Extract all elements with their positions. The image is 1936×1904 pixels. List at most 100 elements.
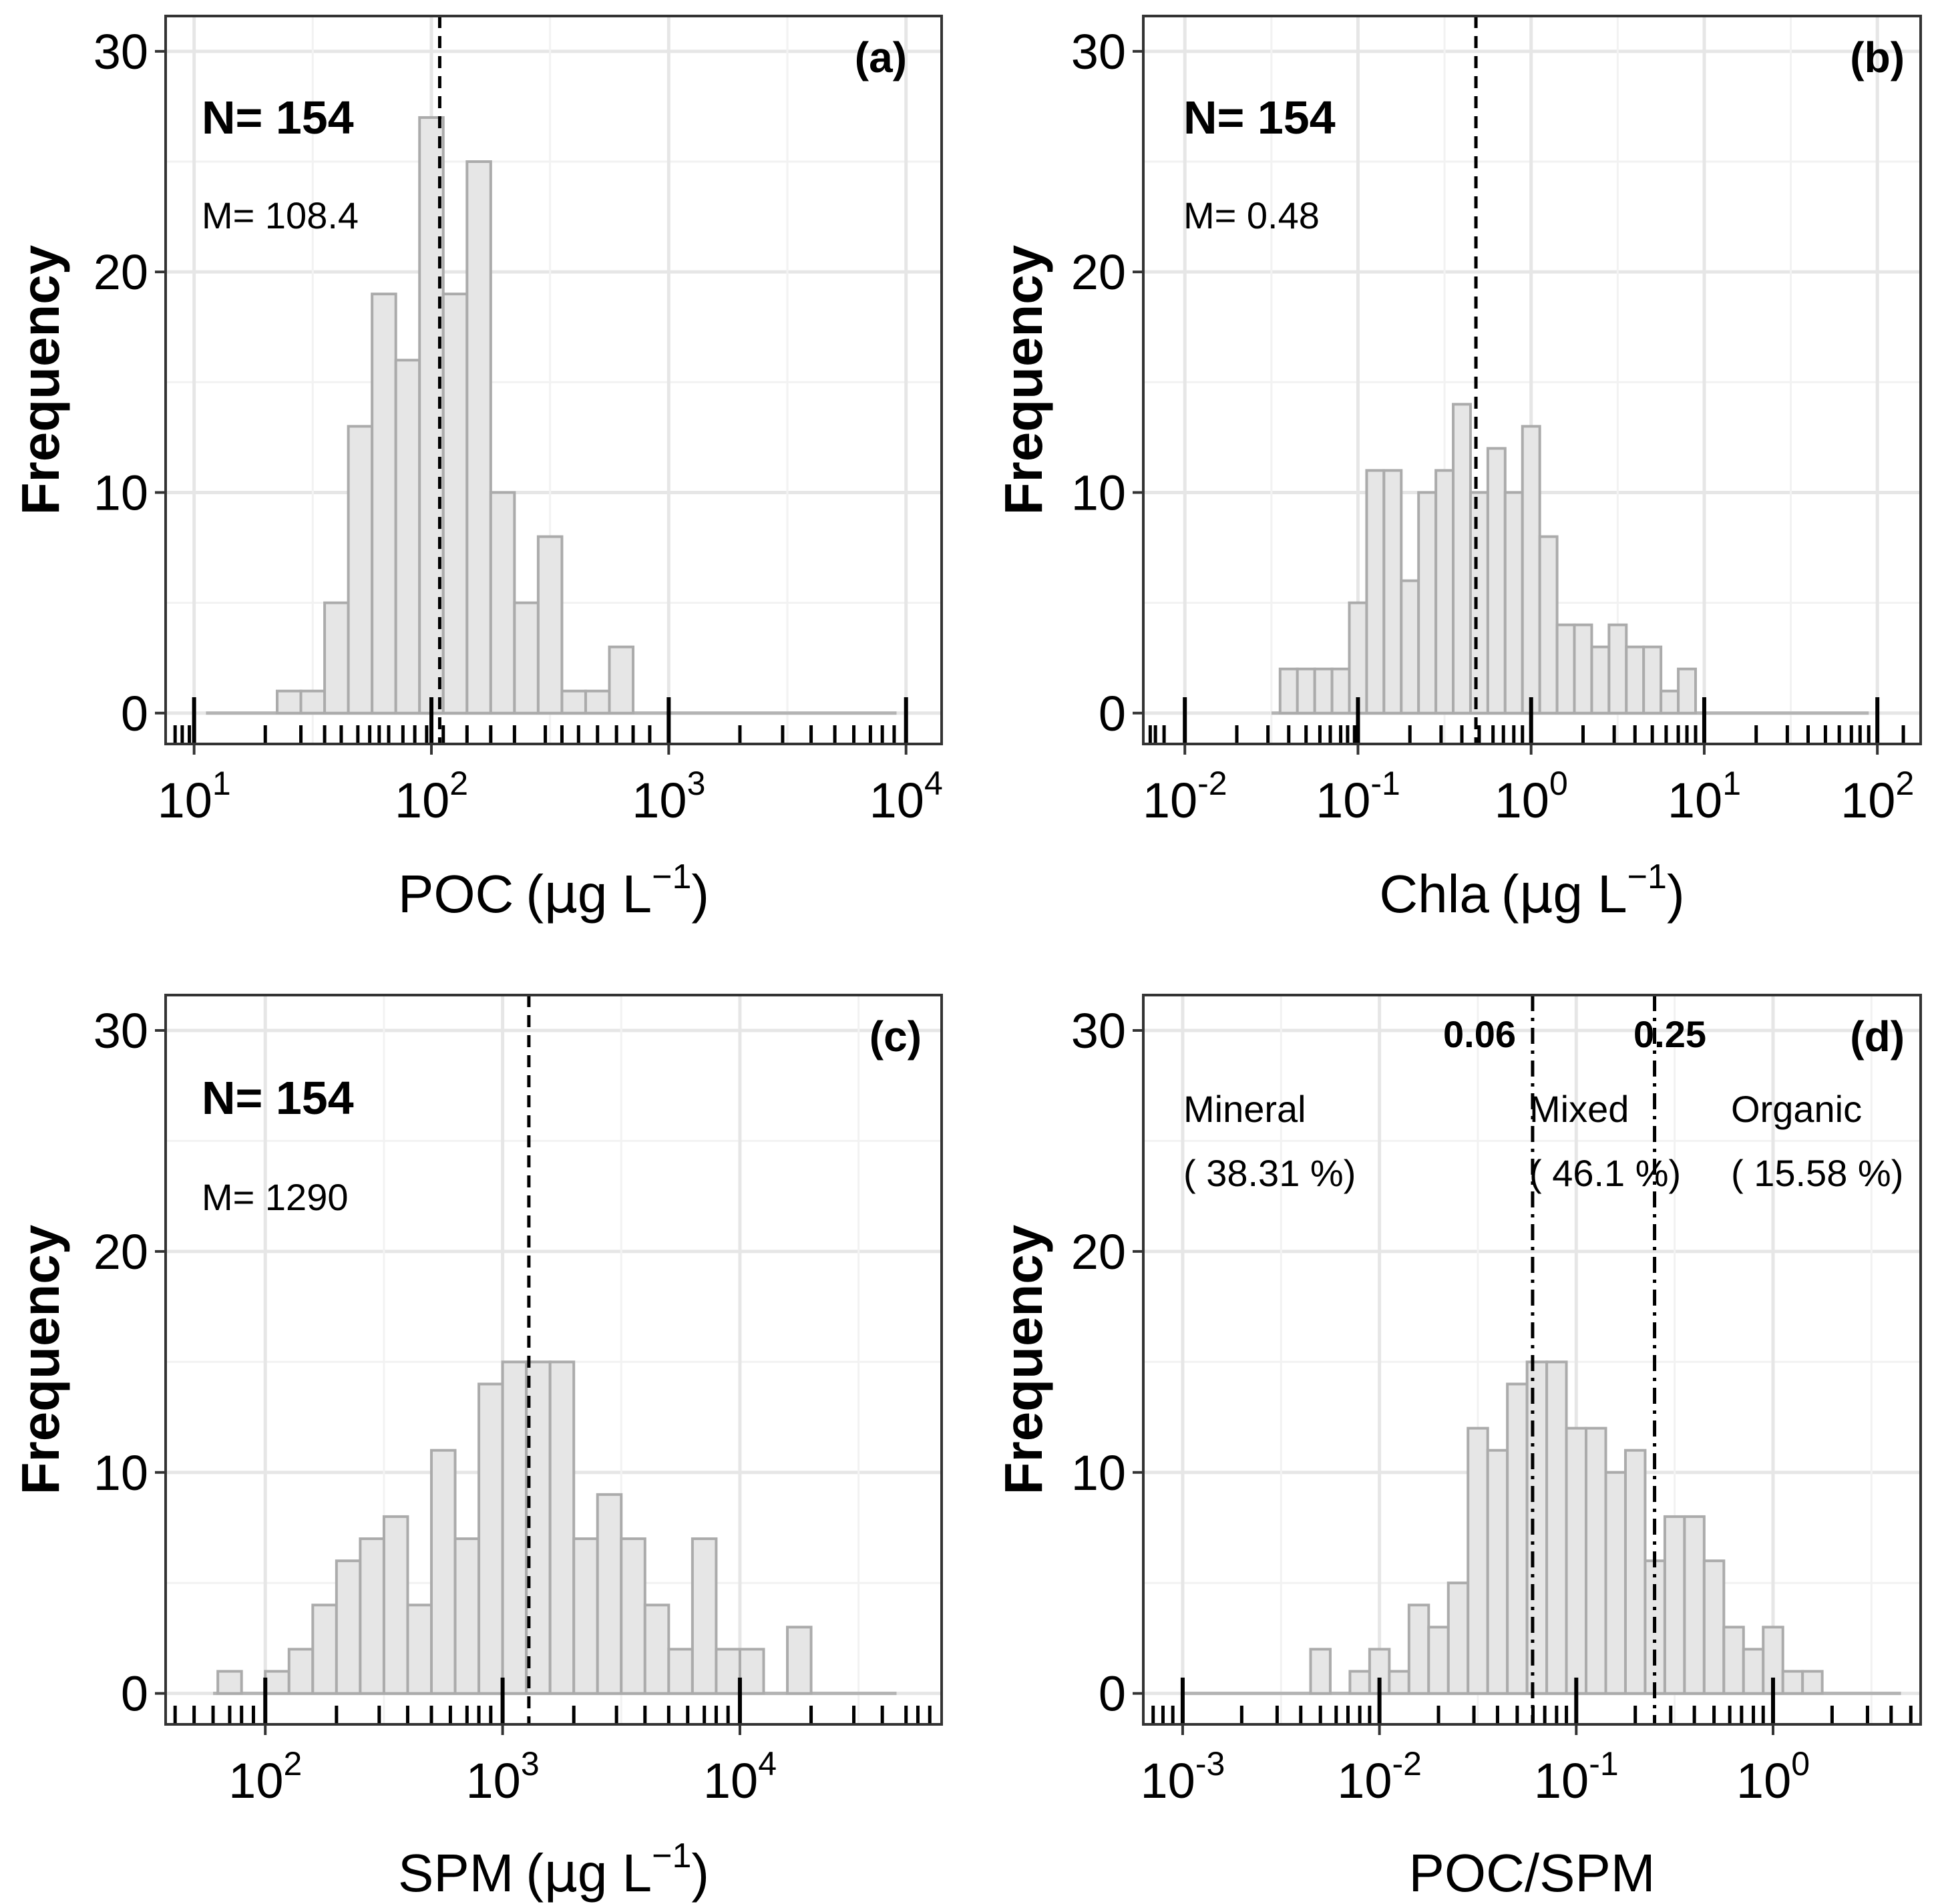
panel-b: 0 10 20 30 10-2 10-1 100 101 102 (b) N= 154 M= 0… bbox=[994, 15, 1922, 925]
panel-b-bar-19 bbox=[1607, 623, 1628, 715]
panel-a-y-axis-title: Frequency bbox=[11, 244, 70, 515]
panel-c-bar-2 bbox=[264, 1670, 291, 1695]
panel-d-bar-11 bbox=[1525, 1360, 1549, 1695]
panel-c-m-label: M= 1290 bbox=[202, 1176, 349, 1218]
panel-b-bar-9 bbox=[1434, 469, 1455, 715]
panel-d-bar-2 bbox=[1348, 1670, 1371, 1695]
panel-d-bar-20 bbox=[1702, 1559, 1726, 1695]
panel-b-axes: 0 10 20 30 10-2 10-1 100 101 102 bbox=[1071, 24, 1915, 828]
panel-c-bar-12 bbox=[501, 1360, 528, 1695]
panel-b-bar-20 bbox=[1625, 645, 1645, 715]
panel-c-bar-3 bbox=[287, 1648, 315, 1695]
panel-c-bar-9 bbox=[429, 1449, 457, 1695]
panel-b-bar-5 bbox=[1365, 469, 1386, 715]
panel-b-bar-4 bbox=[1348, 601, 1368, 715]
panel-b-bar-13 bbox=[1503, 491, 1524, 715]
panel-c-x-axis-unit-close: ) bbox=[691, 1843, 709, 1903]
panel-a-n-label: N= 154 bbox=[202, 91, 354, 144]
panel-d-border bbox=[1142, 994, 1922, 1726]
panel-b-y-axis-title: Frequency bbox=[994, 244, 1053, 515]
panel-d-bar-14 bbox=[1585, 1426, 1607, 1695]
panel-a-bar-9 bbox=[489, 491, 516, 715]
panel-d-y-tick-label-0: 0 bbox=[1099, 1666, 1126, 1722]
panel-d-class-mineral-pct: ( 38.31 %) bbox=[1183, 1152, 1356, 1194]
panel-a-bar-0 bbox=[276, 689, 303, 715]
panel-c-bar-11 bbox=[477, 1382, 504, 1695]
panel-d-bar-15 bbox=[1604, 1471, 1627, 1695]
panel-c-bar-8 bbox=[406, 1603, 433, 1695]
panel-c-bar-24 bbox=[786, 1626, 813, 1695]
panel-d-y-tick-label-10: 10 bbox=[1071, 1445, 1126, 1501]
panel-d-bar-7 bbox=[1446, 1581, 1470, 1695]
panel-a-x-axis-unit-open: ( bbox=[526, 864, 544, 924]
panel-b-bar-0 bbox=[1278, 667, 1299, 715]
panel-d-y-tick-label-30: 30 bbox=[1071, 1003, 1126, 1059]
panel-d-bar-12 bbox=[1545, 1360, 1568, 1695]
panel-d-x-axis-title: POC/SPM bbox=[1409, 1843, 1656, 1903]
panel-b-x-axis-unit-close: ) bbox=[1667, 864, 1685, 924]
panel-c-x-tick-label-3: 103 bbox=[466, 1745, 540, 1808]
panel-d-bar-10 bbox=[1506, 1382, 1529, 1695]
panel-c-bar-21 bbox=[715, 1648, 741, 1695]
panel-a-x-axis-unit-exp: −1 bbox=[652, 858, 691, 896]
panel-c-bar-20 bbox=[691, 1537, 718, 1695]
panel-d-bar-16 bbox=[1623, 1449, 1647, 1695]
panel-c-bar-10 bbox=[453, 1537, 481, 1695]
panel-c-x-axis-unit-exp: −1 bbox=[652, 1837, 691, 1875]
panel-b-bar-3 bbox=[1330, 667, 1351, 715]
panel-a-m-label: M= 108.4 bbox=[202, 194, 359, 236]
panel-c-bar-17 bbox=[620, 1537, 646, 1695]
panel-a-bar-1 bbox=[299, 689, 327, 715]
panel-d-bar-6 bbox=[1427, 1626, 1450, 1695]
panel-d-x-tick-label-0: 100 bbox=[1736, 1745, 1810, 1808]
panel-d-bars bbox=[1182, 1360, 1901, 1696]
panel-a-y-tick-label-0: 0 bbox=[121, 686, 148, 741]
panel-c-x-tick-label-2: 102 bbox=[228, 1745, 302, 1808]
panel-b-x-tick-label-1: 101 bbox=[1668, 765, 1741, 828]
panel-c-bar-19 bbox=[667, 1648, 694, 1695]
panel-b-x-tick-label--1: 10-1 bbox=[1316, 765, 1400, 828]
panel-d-bar-19 bbox=[1683, 1515, 1706, 1695]
panel-b-rug bbox=[1148, 697, 1905, 744]
panel-a-x-axis-var: POC bbox=[398, 864, 514, 924]
panel-b-x-axis-var: Chla bbox=[1379, 864, 1489, 924]
panel-a-bar-13 bbox=[584, 689, 611, 715]
panel-b-tag: (b) bbox=[1850, 33, 1905, 81]
panel-d-class-mixed-pct: ( 46.1 %) bbox=[1529, 1152, 1681, 1194]
panel-a-bar-2 bbox=[323, 601, 350, 715]
panel-d-x-tick-label--1: 10-1 bbox=[1534, 1745, 1619, 1808]
panel-b-bar-6 bbox=[1382, 469, 1403, 715]
panel-b-bar-16 bbox=[1555, 623, 1576, 715]
panel-a-bar-14 bbox=[608, 645, 635, 715]
panel-d-bar-18 bbox=[1663, 1515, 1686, 1695]
panel-b-bar-1 bbox=[1296, 667, 1316, 715]
panel-a-axes: 0 10 20 30 101 102 103 104 bbox=[93, 24, 943, 828]
panel-d-y-axis-title: Frequency bbox=[994, 1224, 1053, 1495]
panel-b-m-label: M= 0.48 bbox=[1183, 194, 1320, 236]
panel-c-axes: 0 10 20 30 102 103 104 bbox=[93, 1003, 777, 1808]
panel-d-class-organic-pct: ( 15.58 %) bbox=[1731, 1152, 1903, 1194]
panel-b-bar-15 bbox=[1538, 535, 1559, 715]
panel-a-x-tick-label-4: 104 bbox=[869, 765, 943, 828]
panel-a-y-tick-label-20: 20 bbox=[93, 244, 148, 300]
panel-b-y-tick-label-30: 30 bbox=[1071, 24, 1126, 79]
panel-c-y-axis-title: Frequency bbox=[11, 1224, 70, 1495]
panel-a-bar-8 bbox=[465, 160, 492, 715]
panel-c-bar-15 bbox=[572, 1537, 599, 1695]
panel-b-bar-12 bbox=[1486, 447, 1507, 715]
panel-a-x-axis-title: POC (μg L−1) bbox=[398, 858, 709, 925]
panel-d-bar-21 bbox=[1722, 1626, 1745, 1695]
panel-d-reference-lines bbox=[1531, 995, 1657, 1724]
panel-d-rug bbox=[1151, 1678, 1913, 1724]
panel-b-x-tick-label--2: 10-2 bbox=[1143, 765, 1227, 828]
panel-c-bar-0 bbox=[216, 1670, 243, 1695]
panel-c-x-axis-var: SPM bbox=[398, 1843, 514, 1903]
panel-c-y-tick-label-10: 10 bbox=[93, 1445, 148, 1501]
panel-c-bar-14 bbox=[548, 1360, 576, 1695]
panel-d-class-mixed: Mixed bbox=[1529, 1088, 1629, 1130]
panel-b-y-tick-label-20: 20 bbox=[1071, 244, 1126, 300]
panel-b-bar-14 bbox=[1521, 425, 1541, 715]
panel-c-bar-22 bbox=[738, 1648, 765, 1695]
